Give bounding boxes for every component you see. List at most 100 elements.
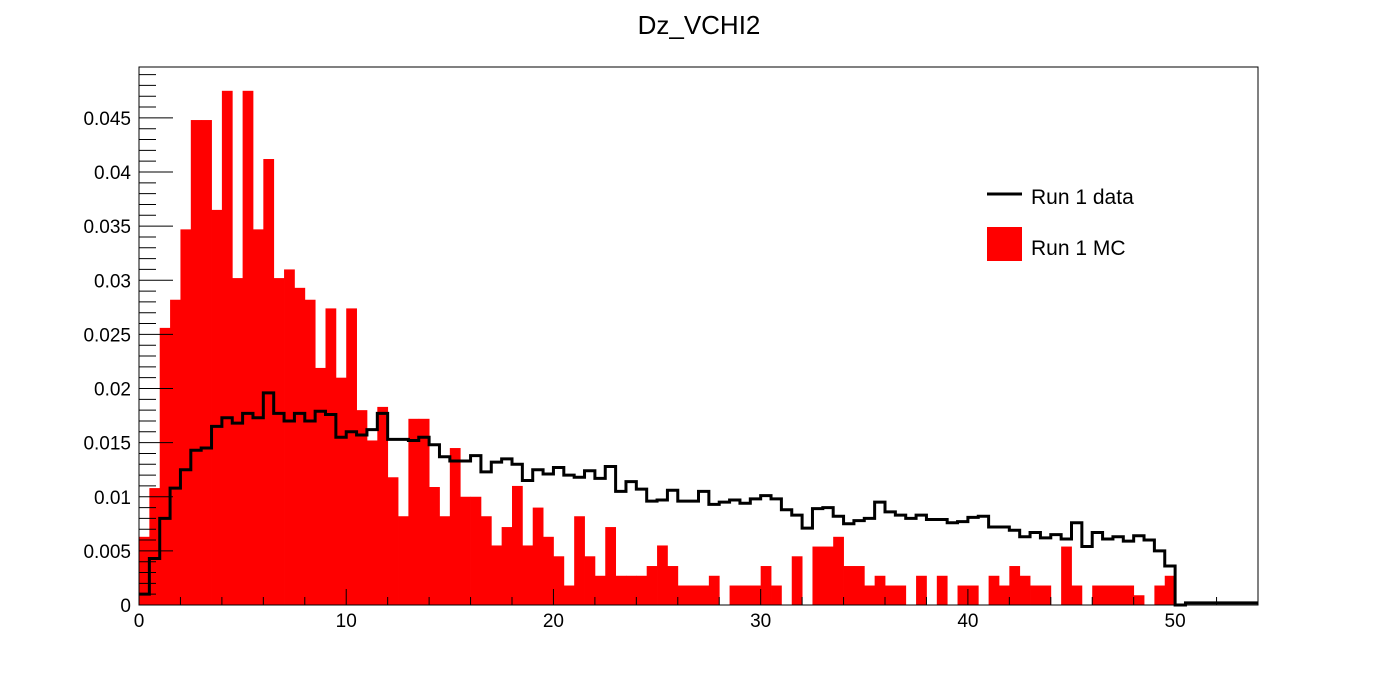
axes: 0 10 20 30 40 50 0 0.005 0.01 0.015 0.02 0.025 0.03 0…: [83, 74, 1259, 632]
y-tick-label: 0.02: [94, 380, 131, 401]
mc-bar: [377, 406, 389, 605]
mc-bar: [470, 496, 482, 605]
mc-bar: [708, 575, 720, 605]
mc-bar: [387, 477, 399, 605]
legend-label-mc: Run 1 MC: [1031, 237, 1126, 260]
mc-bar: [1112, 585, 1124, 605]
mc-bar: [843, 566, 855, 605]
mc-bar: [677, 585, 689, 605]
mc-histogram: [139, 90, 1176, 605]
mc-bar: [812, 546, 824, 605]
mc-bar: [449, 448, 461, 605]
mc-bar: [139, 536, 150, 605]
mc-bar: [180, 229, 192, 605]
mc-bar: [460, 496, 471, 605]
mc-bar: [791, 556, 803, 605]
x-tick-label: 40: [957, 611, 978, 632]
mc-bar: [760, 566, 772, 605]
y-tick-label: 0.03: [94, 271, 131, 292]
x-tick-label: 50: [1165, 611, 1186, 632]
mc-bar: [936, 575, 948, 605]
mc-bar: [967, 585, 979, 605]
mc-bar: [232, 278, 244, 605]
mc-bar: [998, 585, 1010, 605]
mc-bar: [1030, 585, 1041, 605]
mc-bar: [366, 440, 378, 605]
y-tick-label: 0.015: [83, 434, 131, 455]
mc-bar: [657, 545, 668, 605]
mc-bar: [729, 585, 741, 605]
mc-bar: [688, 585, 699, 605]
mc-bar: [1133, 595, 1145, 605]
mc-bar: [885, 585, 896, 605]
mc-bar: [636, 575, 648, 605]
mc-bar: [325, 308, 337, 605]
mc-bar: [532, 507, 544, 605]
mc-bar: [408, 418, 420, 605]
mc-bar: [356, 410, 368, 605]
mc-bar: [284, 269, 295, 605]
y-tick-label: 0.035: [83, 217, 131, 238]
mc-bar: [584, 556, 596, 605]
legend-label-data: Run 1 data: [1031, 186, 1134, 209]
mc-bar: [1154, 585, 1166, 605]
mc-bar: [771, 585, 782, 605]
mc-bar: [480, 516, 492, 605]
mc-bar: [864, 585, 876, 605]
mc-bar: [273, 278, 285, 605]
x-tick-label: 0: [134, 611, 145, 632]
mc-bar: [605, 527, 617, 605]
x-tick-label: 20: [543, 611, 564, 632]
mc-bar: [553, 556, 565, 605]
mc-bar: [543, 536, 554, 605]
mc-bar: [491, 545, 503, 605]
y-tick-label: 0.025: [83, 325, 131, 346]
mc-bar: [1123, 585, 1135, 605]
chart-title: Dz_VCHI2: [638, 10, 761, 40]
mc-bar: [149, 488, 161, 605]
mc-bar: [646, 566, 658, 605]
mc-bar: [418, 418, 430, 605]
mc-bar: [957, 585, 969, 605]
mc-bar: [294, 287, 306, 605]
mc-bar: [315, 367, 326, 605]
mc-bar: [190, 120, 202, 605]
mc-bar: [1102, 585, 1114, 605]
mc-bar: [429, 487, 440, 605]
mc-bar: [895, 585, 907, 605]
x-tick-label: 10: [336, 611, 357, 632]
mc-bar: [1009, 566, 1021, 605]
legend: Run 1 data Run 1 MC: [987, 186, 1134, 261]
mc-bar: [667, 566, 679, 605]
mc-bar: [522, 545, 534, 605]
mc-bar: [1040, 585, 1052, 605]
y-tick-label: 0: [120, 596, 131, 617]
mc-bar: [1092, 585, 1103, 605]
mc-bar: [1071, 585, 1083, 605]
mc-bar: [501, 527, 513, 605]
mc-bar: [698, 585, 710, 605]
y-tick-label: 0.04: [94, 163, 131, 184]
data-step-line: [139, 391, 1258, 607]
mc-bar: [221, 90, 233, 605]
mc-bar: [988, 575, 1000, 605]
mc-bar: [615, 575, 627, 605]
mc-bar: [574, 516, 585, 605]
mc-bar: [512, 485, 523, 605]
mc-bar: [874, 575, 886, 605]
mc-bar: [201, 120, 212, 605]
mc-bar: [916, 575, 927, 605]
mc-bar: [263, 159, 275, 605]
mc-bar: [594, 575, 606, 605]
mc-bar: [1019, 575, 1031, 605]
plot-frame: [138, 66, 1259, 606]
mc-bar: [822, 546, 834, 605]
mc-bar: [739, 585, 751, 605]
mc-bar: [346, 308, 357, 605]
mc-bar: [211, 209, 223, 605]
mc-bar: [833, 536, 844, 605]
mc-bar: [750, 585, 762, 605]
mc-bar: [1061, 546, 1072, 605]
y-tick-label: 0.01: [94, 488, 131, 509]
